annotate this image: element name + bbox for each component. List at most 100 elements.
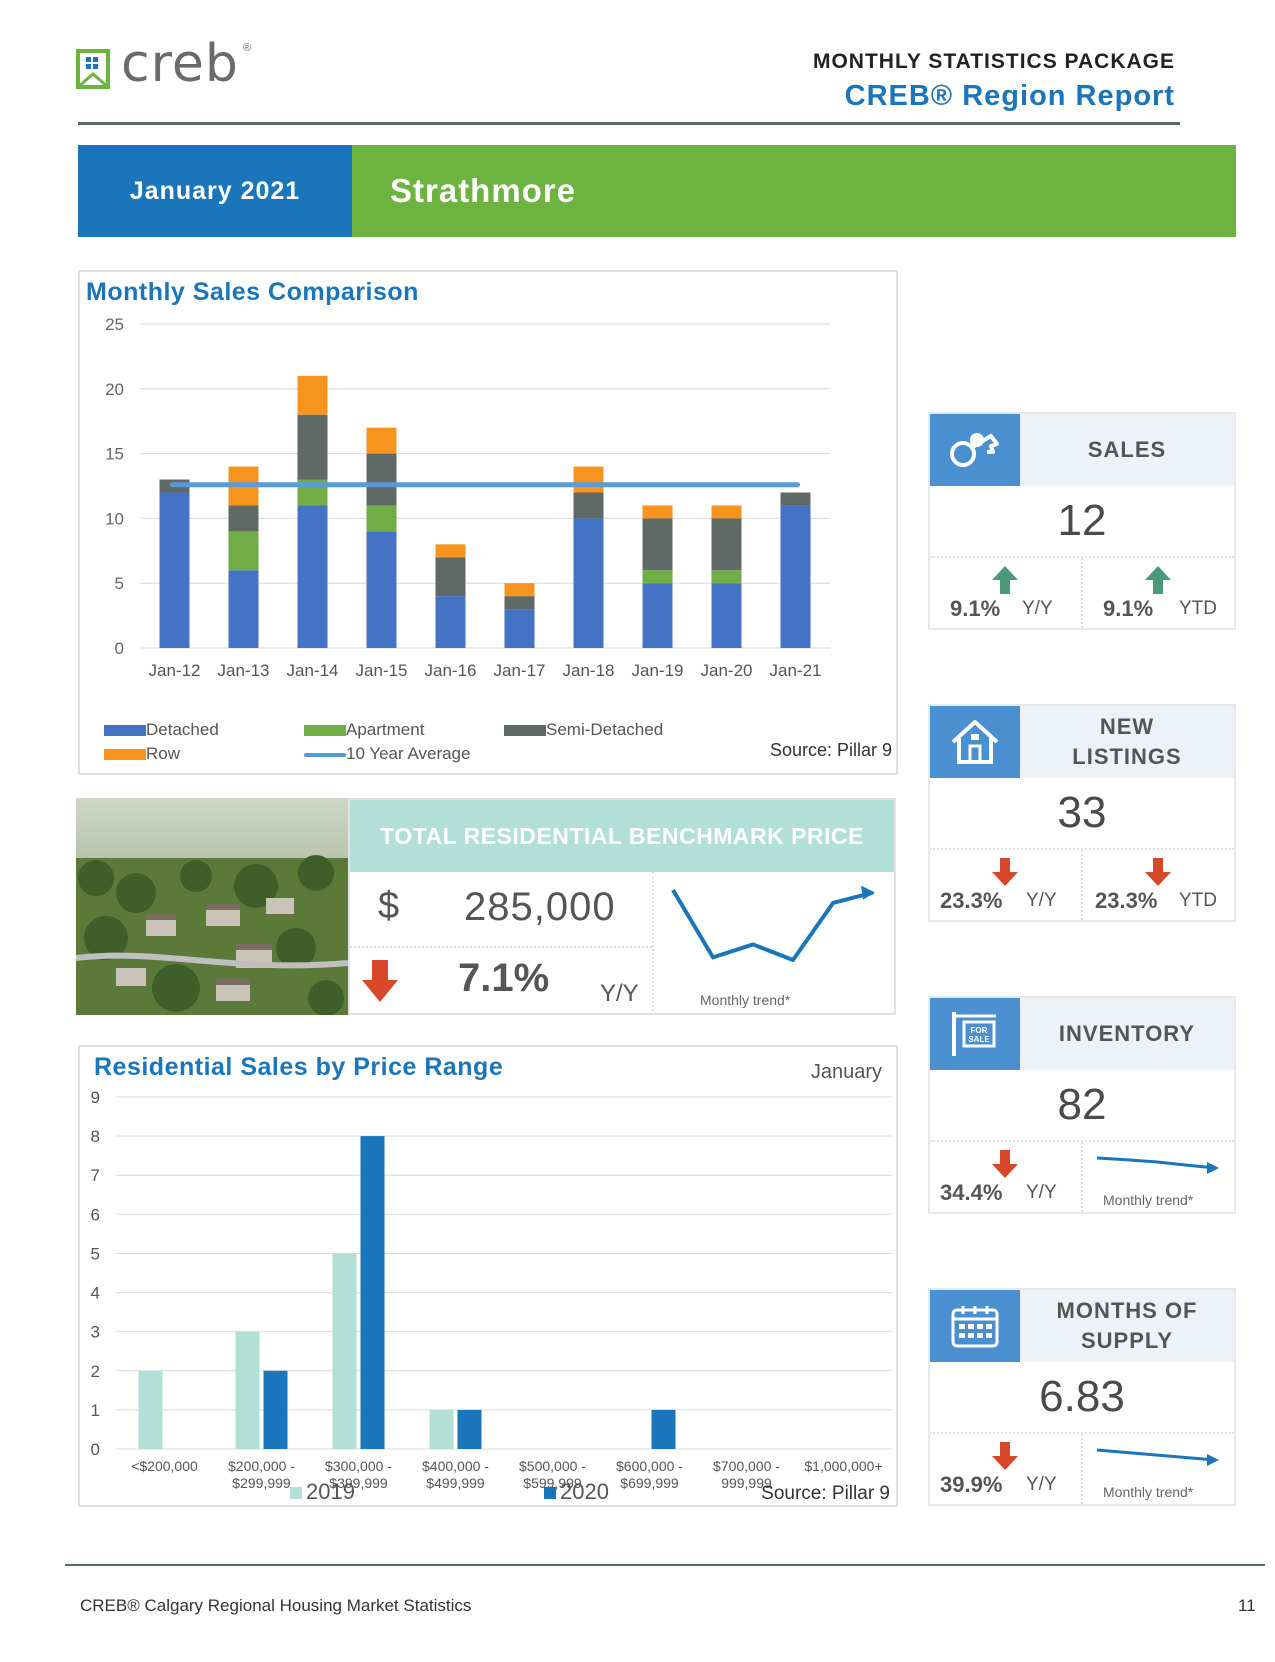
x-tick-label: Jan-15	[356, 661, 408, 680]
y-tick-label: 2	[91, 1362, 100, 1381]
legend-label-2020: 2020	[560, 1479, 609, 1504]
bar-detached	[504, 609, 535, 648]
x-tick-label: Jan-17	[494, 661, 546, 680]
area-band: Strathmore	[352, 145, 1236, 237]
y-tick-label: 0	[91, 1440, 100, 1459]
svg-text:FOR: FOR	[971, 1026, 988, 1035]
benchmark-trend-chart	[671, 885, 875, 962]
months-supply-yy: 39.9% Y/Y	[930, 1434, 1081, 1504]
legend-item-apartment: Apartment	[304, 720, 424, 740]
bar-detached	[159, 492, 190, 648]
bar-semi-detached	[228, 505, 259, 532]
bar-2020	[651, 1409, 676, 1449]
x-tick-label: Jan-19	[632, 661, 684, 680]
trend-line	[1096, 1448, 1216, 1462]
bar-detached	[711, 583, 742, 648]
y-tick-label: 0	[115, 639, 124, 658]
months-supply-trend: Monthly trend*	[1081, 1434, 1234, 1504]
legend-item-semi-detached: Semi-Detached	[504, 720, 663, 740]
x-tick-label: Jan-14	[287, 661, 339, 680]
key-icon	[930, 414, 1020, 486]
sales-card: SALES 12 9.1% Y/Y 9.1% YTD	[928, 412, 1236, 630]
y-tick-label: 5	[91, 1244, 100, 1263]
y-tick-label: 3	[91, 1323, 100, 1342]
house-icon	[930, 706, 1020, 778]
x-tick-label: $700,000 -	[713, 1458, 780, 1474]
y-tick-label: 10	[105, 509, 124, 528]
new-listings-label: NEW LISTINGS	[1072, 714, 1182, 769]
bar-row	[366, 427, 397, 454]
x-tick-label: $300,000 -	[325, 1458, 392, 1474]
inventory-trend: Monthly trend*	[1081, 1142, 1234, 1212]
creb-logo-icon	[76, 49, 110, 89]
bar-semi-detached	[435, 557, 466, 597]
creb-logo-reg: ®	[243, 42, 252, 54]
inventory-yy: 34.4% Y/Y	[930, 1142, 1081, 1212]
bar-semi-detached	[573, 492, 604, 519]
y-tick-label: 25	[105, 315, 124, 334]
x-tick-label: Jan-12	[149, 661, 201, 680]
x-tick-label: $600,000 -	[616, 1458, 683, 1474]
creb-logo-text: creb	[121, 34, 239, 94]
y-tick-label: 8	[91, 1127, 100, 1146]
x-tick-label: Jan-18	[563, 661, 615, 680]
benchmark-price: 285,000	[464, 885, 616, 929]
bar-detached	[435, 596, 466, 648]
x-tick-label: $599,999	[523, 1475, 582, 1491]
bar-detached	[366, 531, 397, 648]
benchmark-currency: $	[378, 885, 400, 927]
inventory-card: FOR SALE INVENTORY 82 34.4% Y/Y Monthly …	[928, 996, 1236, 1214]
up-arrow-icon	[1145, 566, 1171, 594]
bar-2020	[360, 1136, 385, 1449]
monthly-sales-chart: 0 5 10 15 20 25 Jan-12 Jan-13 Jan-14 Jan-15 Jan-16…	[105, 315, 830, 680]
y-tick-label: 9	[91, 1088, 100, 1107]
months-supply-card: MONTHS OF SUPPLY 6.83 39.9% Y/Y Monthly t…	[928, 1288, 1236, 1506]
benchmark-vdivider	[652, 872, 654, 1015]
new-listings-value: 33	[930, 778, 1234, 850]
bar-2020	[457, 1409, 482, 1449]
bar-semi-detached	[711, 518, 742, 571]
header-divider	[78, 122, 1180, 125]
bar-row	[504, 583, 535, 597]
bar-semi-detached	[504, 596, 535, 610]
price-range-source: Source: Pillar 9	[761, 1483, 890, 1504]
benchmark-panel: TOTAL RESIDENTIAL BENCHMARK PRICE $ 285,…	[348, 798, 896, 1015]
price-range-chart: 0 1 2 3 4 5 6 7 8 9 <$200,000 $200,000 -$299,999 $30…	[91, 1088, 892, 1504]
inventory-trend-chart	[1096, 1156, 1219, 1174]
x-tick-label: $299,999	[232, 1475, 291, 1491]
footer-text: CREB® Calgary Regional Housing Market St…	[80, 1596, 472, 1615]
x-tick-label: $499,999	[426, 1475, 485, 1491]
bar-detached	[228, 570, 259, 648]
sales-ytd: 9.1% YTD	[1081, 558, 1234, 628]
benchmark-change-label: Y/Y	[600, 980, 639, 1007]
months-supply-trend-chart	[1096, 1448, 1219, 1466]
sales-yy: 9.1% Y/Y	[930, 558, 1081, 628]
page-number: 11	[1238, 1596, 1256, 1615]
legend-item-row: Row	[104, 744, 180, 764]
down-arrow-icon	[362, 960, 398, 1002]
bar-semi-detached	[780, 492, 811, 506]
months-supply-label: MONTHS OF SUPPLY	[1056, 1298, 1198, 1353]
bar-detached	[573, 518, 604, 648]
trend-arrowhead	[1207, 1454, 1219, 1466]
trend-line	[1096, 1156, 1216, 1170]
bar-apartment	[366, 505, 397, 532]
bar-detached	[642, 583, 673, 648]
legend-item-10-year-average: 10 Year Average	[304, 744, 470, 764]
monthly-sales-source: Source: Pillar 9	[769, 740, 892, 760]
up-arrow-icon	[992, 566, 1018, 594]
bar-2019	[332, 1253, 357, 1449]
x-tick-label: Jan-16	[425, 661, 477, 680]
bar-apartment	[711, 570, 742, 584]
y-tick-label: 4	[91, 1284, 100, 1303]
bar-2020	[263, 1370, 288, 1449]
bar-2019	[429, 1409, 454, 1449]
monthly-sales-title: Monthly Sales Comparison	[86, 278, 419, 306]
package-title: MONTHLY STATISTICS PACKAGE	[812, 50, 1175, 73]
legend-swatch-2019	[290, 1487, 302, 1499]
bar-row	[297, 375, 328, 415]
benchmark-change: 7.1%	[458, 956, 550, 1000]
x-tick-label: Jan-13	[218, 661, 270, 680]
down-arrow-icon	[1145, 858, 1171, 886]
monthly-sales-legend: Detached Apartment Semi-Detached Row 10 …	[104, 720, 704, 770]
